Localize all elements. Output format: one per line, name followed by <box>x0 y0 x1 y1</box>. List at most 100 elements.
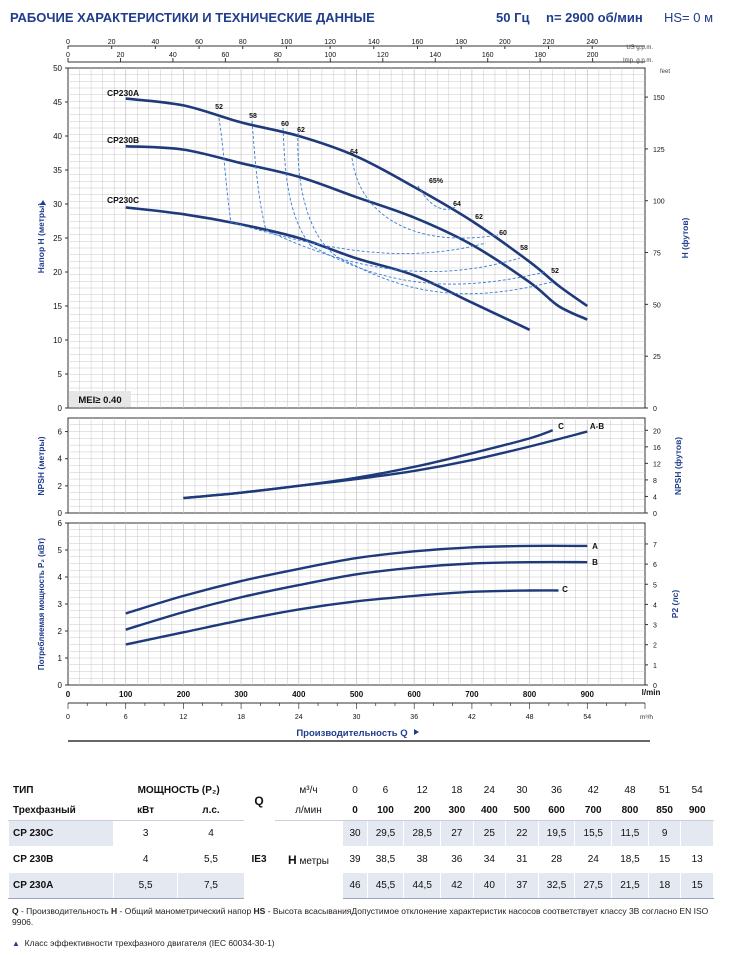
lmin-tick-label: 600 <box>408 690 422 699</box>
q-lmin-cell: 850 <box>647 800 682 821</box>
col-power-header: МОЩНОСТЬ (P₂) <box>112 780 245 801</box>
y-tick-label: 40 <box>53 132 62 141</box>
q-symbol: Q <box>243 780 275 821</box>
power-series-label: C <box>562 585 568 594</box>
q-lmin-cell: 500 <box>505 800 539 821</box>
unit-kw: кВт <box>112 800 179 821</box>
efficiency-line <box>251 120 267 231</box>
q-m3h-cell: 54 <box>680 780 714 801</box>
head-cell: 11,5 <box>611 820 649 847</box>
head-y-right-label: H (футов) <box>680 217 690 258</box>
y-right-tick-label: 1 <box>653 663 657 670</box>
q-m3h-cell: 36 <box>537 780 576 801</box>
y-tick-label: 6 <box>58 519 63 528</box>
header: РАБОЧИЕ ХАРАКТЕРИСТИКИ И ТЕХНИЧЕСКИЕ ДАН… <box>8 6 722 30</box>
head-cell <box>680 820 714 847</box>
head-y-label: Напор H (метры) <box>36 203 46 274</box>
y-right-tick-label: 8 <box>653 478 657 485</box>
y-right-tick-label: 3 <box>653 623 657 630</box>
head-cell: 28,5 <box>403 820 442 847</box>
usgpm-tick-label: 200 <box>499 39 511 46</box>
power-series-label: B <box>592 558 598 567</box>
q-unit-lmin: л/мин <box>273 800 344 821</box>
head-cell: 39 <box>342 846 368 873</box>
q-symbol-text: Q <box>254 793 264 808</box>
impgpm-unit: Imp. g.p.m. <box>623 58 653 64</box>
usgpm-tick-label: 180 <box>455 39 467 46</box>
q-lmin-cell: 700 <box>574 800 613 821</box>
npsh-series-label: C <box>558 422 564 431</box>
efficiency-line <box>229 221 487 254</box>
head-cell: 42 <box>440 872 474 899</box>
impgpm-tick-label: 80 <box>274 52 282 59</box>
unit-hp: л.с. <box>177 800 245 821</box>
series-label: CP230C <box>107 195 139 205</box>
head-cell: 27 <box>440 820 474 847</box>
impgpm-tick-label: 0 <box>66 52 70 59</box>
y-right-tick-label: 0 <box>653 683 657 690</box>
head-cell: 30 <box>342 820 368 847</box>
q-lmin-cell: 100 <box>366 800 405 821</box>
q-lmin-cell: 800 <box>611 800 649 821</box>
y-tick-label: 45 <box>53 98 62 107</box>
head-cell: 29,5 <box>366 820 405 847</box>
feet-unit: feet <box>660 69 670 75</box>
q-lmin-cell: 200 <box>403 800 442 821</box>
suction-height-label: HS= 0 м <box>664 10 714 25</box>
speed-label: n= 2900 об/мин <box>546 10 643 25</box>
table-row: CP 230A 5,5 7,5 46 45,5 44,5 42 40 37 32,5 27,5… <box>8 872 714 899</box>
q-m3h-cell: 24 <box>472 780 507 801</box>
y-tick-label: 0 <box>58 404 63 413</box>
usgpm-tick-label: 160 <box>412 39 424 46</box>
usgpm-tick-label: 40 <box>151 39 159 46</box>
y-right-tick-label: 50 <box>653 302 661 309</box>
note-hs-key: HS <box>253 906 266 916</box>
series-label: CP230B <box>107 135 139 145</box>
efficiency-label: 52 <box>215 104 223 111</box>
head-cell: 9 <box>647 820 682 847</box>
power-y-label: Потребляемая мощность P₂ (кВт) <box>37 538 46 671</box>
head-cell: 45,5 <box>366 872 405 899</box>
up-arrow-icon <box>40 200 46 205</box>
head-cell: 27,5 <box>574 872 613 899</box>
power-kw: 3 <box>112 820 179 847</box>
model-name: CP 230B <box>8 846 114 873</box>
efficiency-label: 52 <box>551 268 559 275</box>
usgpm-tick-label: 240 <box>586 39 598 46</box>
head-cell: 31 <box>505 846 539 873</box>
spec-table: ТИП МОЩНОСТЬ (P₂) Q м³/ч 0 6 12 18 24 30 36 42 4… <box>8 780 714 899</box>
m3h-tick-label: 0 <box>66 714 70 721</box>
head-curve <box>125 97 589 308</box>
efficiency-label: 64 <box>350 149 358 156</box>
ie-footnote: ▲ Класс эффективности трехфазного двигат… <box>12 938 275 948</box>
head-cell: 38,5 <box>366 846 405 873</box>
impgpm-tick-label: 200 <box>587 52 599 59</box>
q-m3h-cell: 42 <box>574 780 613 801</box>
m3h-tick-label: 18 <box>237 714 245 721</box>
ie3-label: IE3 <box>243 820 275 899</box>
m3h-tick-label: 48 <box>526 714 534 721</box>
y-right-tick-label: 6 <box>653 562 657 569</box>
series-label: CP230A <box>107 88 139 98</box>
efficiency-label: 58 <box>520 245 528 252</box>
q-lmin-cell: 400 <box>472 800 507 821</box>
y-tick-label: 25 <box>53 234 62 243</box>
y-tick-label: 0 <box>58 681 63 690</box>
efficiency-line <box>218 117 232 223</box>
efficiency-line <box>351 157 499 239</box>
y-right-tick-label: 12 <box>653 461 661 468</box>
m3h-tick-label: 24 <box>295 714 303 721</box>
triangle-icon: ▲ <box>12 939 20 948</box>
power-hp: 5,5 <box>177 846 245 873</box>
efficiency-line <box>309 244 546 285</box>
m3h-tick-label: 12 <box>180 714 188 721</box>
y-tick-label: 3 <box>58 600 63 609</box>
power-panel-grid <box>68 523 645 685</box>
lmin-tick-label: 900 <box>581 690 595 699</box>
usgpm-tick-label: 120 <box>324 39 336 46</box>
mei-label: MEI≥ 0.40 <box>78 395 121 406</box>
power-curve <box>125 560 588 631</box>
y-tick-label: 5 <box>58 546 63 555</box>
power-y-right-label: P2 (лс) <box>670 590 680 619</box>
power-hp: 7,5 <box>177 872 245 899</box>
